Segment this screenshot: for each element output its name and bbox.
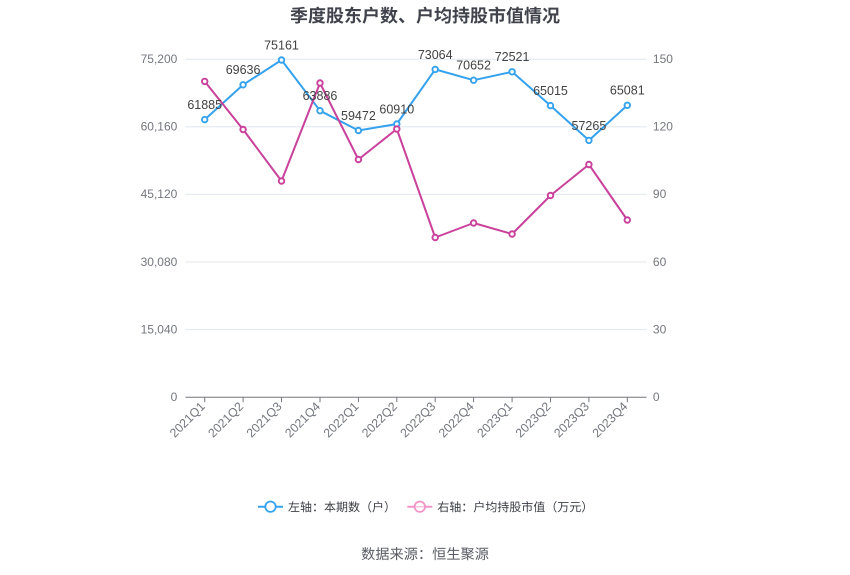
svg-text:65081: 65081 bbox=[610, 84, 645, 98]
svg-text:75,200: 75,200 bbox=[141, 52, 178, 66]
svg-text:60: 60 bbox=[653, 255, 667, 269]
svg-text:0: 0 bbox=[653, 390, 660, 404]
svg-text:150: 150 bbox=[653, 52, 673, 66]
svg-text:60910: 60910 bbox=[379, 102, 414, 116]
svg-text:60,160: 60,160 bbox=[141, 120, 178, 134]
svg-text:75161: 75161 bbox=[264, 38, 299, 52]
svg-text:73064: 73064 bbox=[418, 48, 453, 62]
svg-text:59472: 59472 bbox=[341, 109, 376, 123]
svg-text:0: 0 bbox=[171, 390, 178, 404]
svg-text:120: 120 bbox=[653, 120, 673, 134]
svg-text:30: 30 bbox=[653, 322, 667, 336]
svg-text:69636: 69636 bbox=[226, 63, 261, 77]
svg-text:15,040: 15,040 bbox=[141, 322, 178, 336]
svg-text:90: 90 bbox=[653, 187, 667, 201]
svg-text:70652: 70652 bbox=[456, 59, 491, 73]
svg-text:57265: 57265 bbox=[572, 119, 607, 133]
svg-text:63886: 63886 bbox=[303, 89, 338, 103]
svg-text:45,120: 45,120 bbox=[141, 187, 178, 201]
svg-text:72521: 72521 bbox=[495, 50, 530, 64]
svg-text:30,080: 30,080 bbox=[141, 255, 178, 269]
svg-text:61885: 61885 bbox=[187, 98, 222, 112]
svg-text:65015: 65015 bbox=[533, 84, 568, 98]
